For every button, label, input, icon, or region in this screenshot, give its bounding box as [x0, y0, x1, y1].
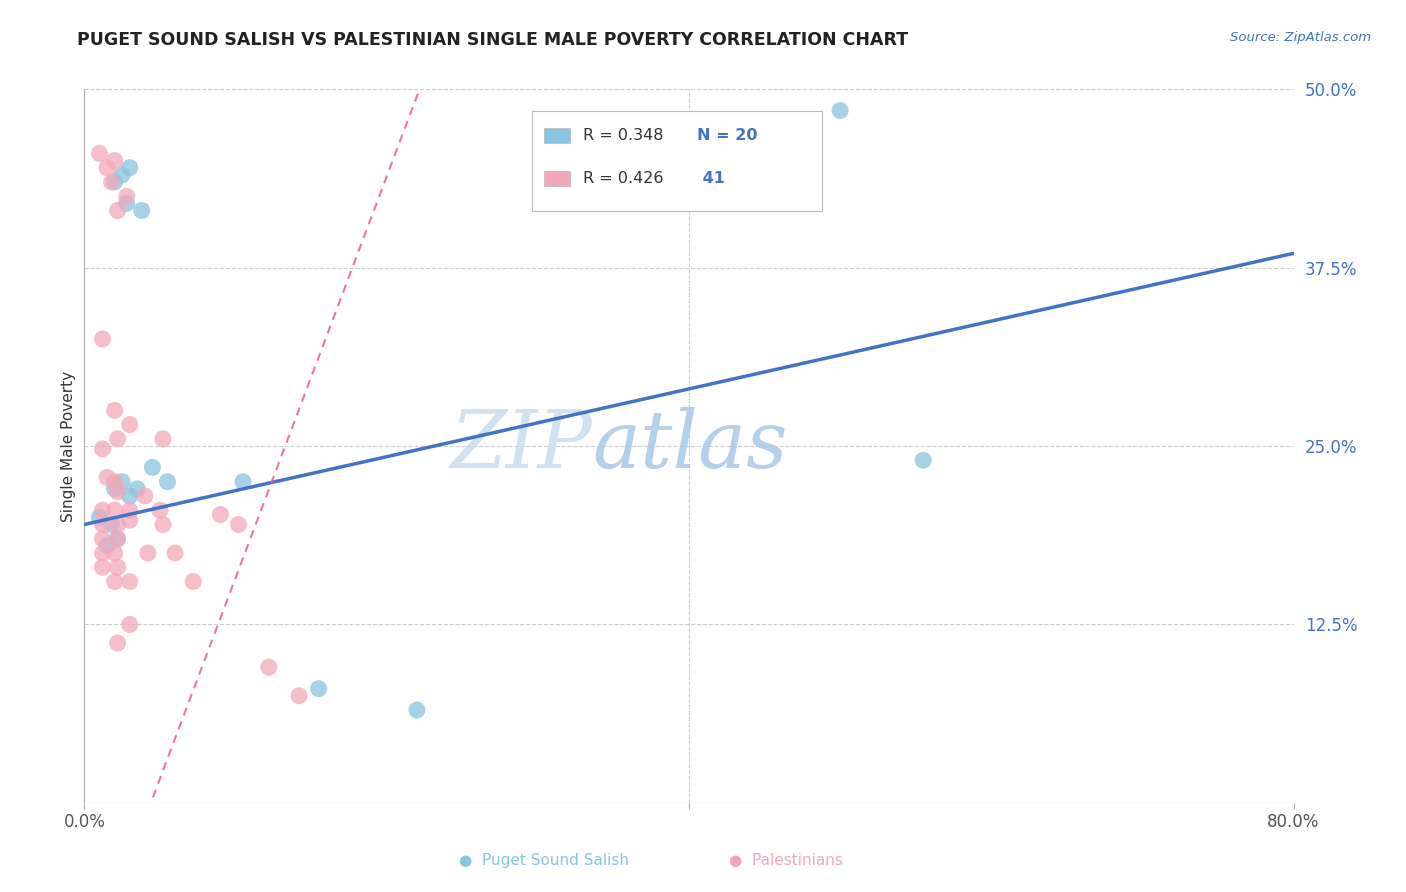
Point	[118, 417, 141, 432]
Text: Source: ZipAtlas.com: Source: ZipAtlas.com	[1230, 31, 1371, 45]
Point	[406, 703, 429, 717]
Text: PUGET SOUND SALISH VS PALESTINIAN SINGLE MALE POVERTY CORRELATION CHART: PUGET SOUND SALISH VS PALESTINIAN SINGLE…	[77, 31, 908, 49]
Point	[156, 475, 179, 489]
Point	[107, 532, 129, 546]
Point	[118, 513, 141, 527]
Point	[115, 189, 138, 203]
Point	[96, 470, 118, 484]
Point	[100, 175, 122, 189]
Point	[89, 146, 111, 161]
Point	[136, 546, 159, 560]
Point	[91, 517, 114, 532]
Point	[91, 442, 114, 456]
Point	[96, 539, 118, 553]
Text: atlas: atlas	[592, 408, 787, 484]
Point	[232, 475, 254, 489]
Text: ●  Palestinians: ● Palestinians	[728, 853, 842, 868]
Point	[111, 168, 134, 182]
Point	[111, 475, 134, 489]
Point	[91, 546, 114, 560]
Point	[96, 161, 118, 175]
FancyBboxPatch shape	[544, 128, 571, 144]
Point	[91, 503, 114, 517]
Text: R = 0.348: R = 0.348	[582, 128, 664, 143]
Point	[104, 574, 127, 589]
Point	[257, 660, 280, 674]
Point	[912, 453, 935, 467]
Point	[91, 332, 114, 346]
Point	[91, 560, 114, 574]
Point	[107, 517, 129, 532]
Point	[181, 574, 204, 589]
Point	[104, 475, 127, 489]
Text: N = 20: N = 20	[697, 128, 758, 143]
Point	[149, 503, 172, 517]
Point	[209, 508, 232, 522]
Text: ZIP: ZIP	[450, 408, 592, 484]
Point	[104, 503, 127, 517]
Point	[107, 203, 129, 218]
Point	[107, 432, 129, 446]
Point	[118, 574, 141, 589]
Point	[91, 532, 114, 546]
Point	[152, 432, 174, 446]
Point	[134, 489, 156, 503]
Text: 41: 41	[697, 171, 725, 186]
Point	[228, 517, 250, 532]
Point	[104, 153, 127, 168]
FancyBboxPatch shape	[544, 170, 571, 186]
Point	[107, 636, 129, 650]
Point	[131, 203, 153, 218]
Point	[118, 489, 141, 503]
Point	[115, 196, 138, 211]
Point	[118, 503, 141, 517]
Point	[288, 689, 311, 703]
Point	[100, 517, 122, 532]
Point	[107, 484, 129, 499]
Point	[104, 546, 127, 560]
Point	[141, 460, 163, 475]
Point	[104, 482, 127, 496]
Point	[152, 517, 174, 532]
Point	[118, 161, 141, 175]
Point	[118, 617, 141, 632]
Point	[104, 403, 127, 417]
Point	[107, 532, 129, 546]
Point	[127, 482, 149, 496]
FancyBboxPatch shape	[531, 111, 823, 211]
Point	[107, 560, 129, 574]
Point	[165, 546, 187, 560]
Point	[830, 103, 852, 118]
Point	[308, 681, 330, 696]
Text: ●  Puget Sound Salish: ● Puget Sound Salish	[458, 853, 628, 868]
Point	[104, 175, 127, 189]
Text: R = 0.426: R = 0.426	[582, 171, 664, 186]
Point	[89, 510, 111, 524]
Y-axis label: Single Male Poverty: Single Male Poverty	[60, 370, 76, 522]
